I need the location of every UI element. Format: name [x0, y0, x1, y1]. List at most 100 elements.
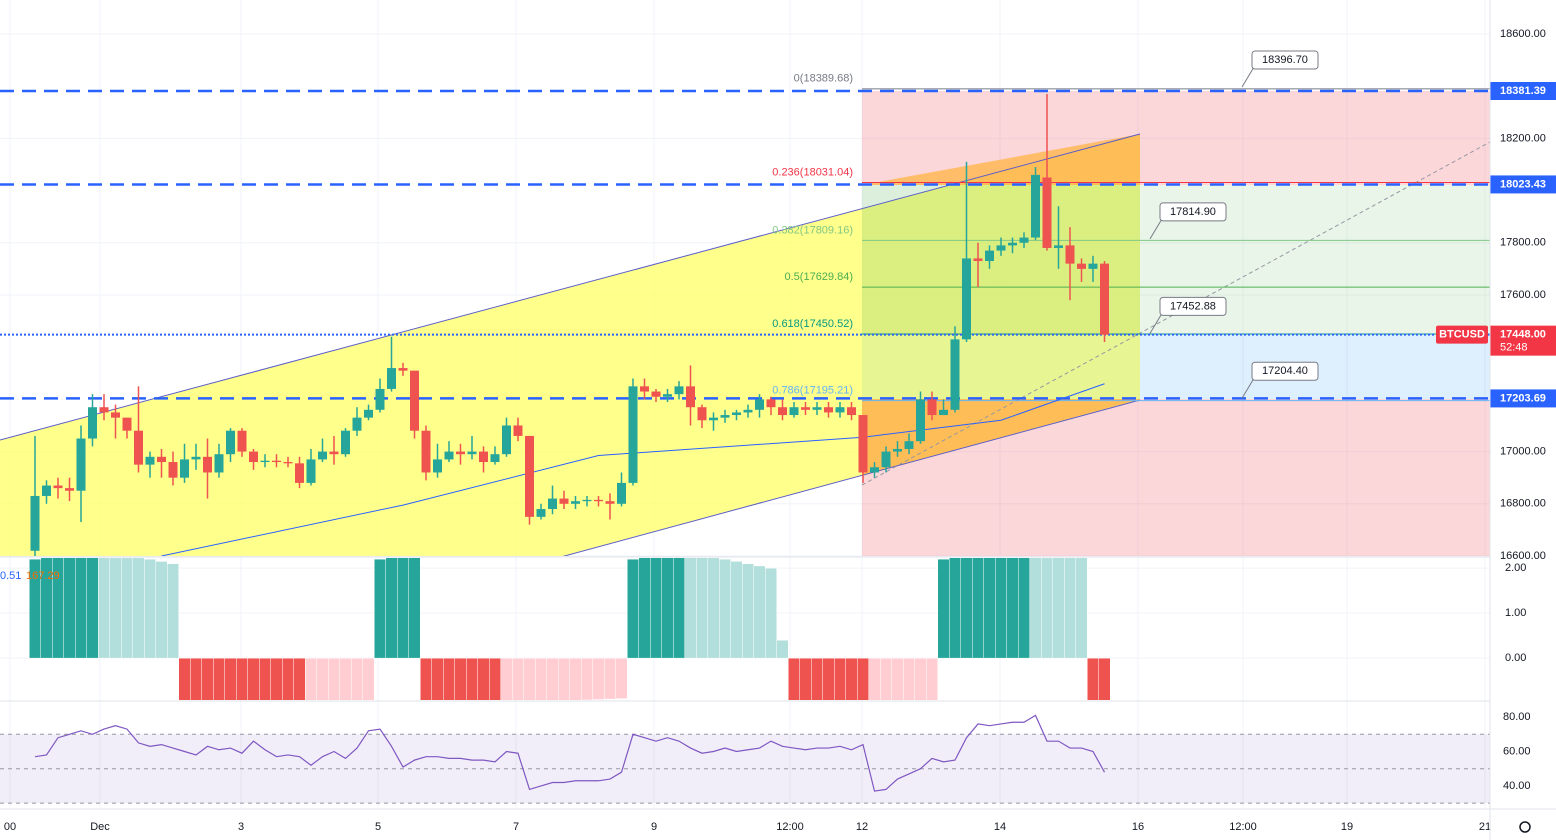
candle-body: [628, 386, 638, 483]
histogram-bar: [109, 558, 122, 659]
indicator-readout: 0.51: [0, 570, 21, 582]
histogram-bar: [673, 558, 685, 659]
candle-body: [743, 409, 753, 413]
candle-body: [283, 462, 293, 464]
histogram-bar: [822, 657, 835, 700]
histogram-bar: [604, 657, 616, 700]
x-tick-label: 19: [1341, 821, 1353, 833]
candle-body: [686, 386, 695, 408]
histogram-bar: [236, 657, 248, 700]
candle-body: [559, 498, 569, 504]
histogram-bar: [420, 657, 432, 700]
histogram-bar: [339, 657, 352, 700]
callout-box: [1159, 202, 1227, 222]
candle-body: [456, 451, 465, 455]
candle-body: [881, 451, 891, 468]
candle-body: [1042, 177, 1052, 248]
histogram-bar: [362, 657, 375, 700]
histogram-bar: [615, 657, 628, 699]
histogram-bar: [270, 657, 283, 700]
histogram-bar: [213, 657, 225, 700]
x-tick-label: 9: [651, 821, 657, 833]
candle-body: [272, 460, 281, 463]
y-tick-label: 80.00: [1503, 711, 1531, 723]
y-tick-label: 18600.00: [1500, 28, 1546, 40]
candle-body: [594, 499, 603, 502]
histogram-bar: [408, 558, 421, 659]
candle-body: [766, 399, 776, 408]
histogram-bar: [1064, 558, 1076, 659]
candle-body: [145, 456, 155, 465]
candle-body: [502, 425, 511, 455]
histogram-bar: [385, 558, 398, 659]
candle-body: [651, 391, 661, 397]
candle-body: [1054, 245, 1063, 248]
fib-zone: [862, 335, 1140, 399]
histogram-bar: [937, 558, 950, 659]
candle-body: [605, 501, 615, 504]
price-label: 18381.39: [1500, 85, 1546, 97]
candle-body: [996, 245, 1006, 251]
histogram-bar: [742, 563, 754, 659]
candle-body: [341, 430, 350, 455]
candle-body: [42, 485, 51, 496]
histogram-bar: [63, 558, 76, 659]
x-tick-label: 12: [856, 821, 868, 833]
callout-pointer: [1149, 313, 1163, 334]
candle-body: [237, 430, 247, 452]
candle-body: [824, 407, 833, 413]
histogram-bar: [765, 567, 777, 659]
moving-average: [161, 383, 1105, 556]
indicator-readout: 167.29: [26, 570, 60, 582]
price-label: 17203.69: [1500, 392, 1546, 404]
countdown: 52:48: [1500, 342, 1528, 354]
last-price-bg: [1490, 325, 1556, 356]
candle-body: [789, 407, 799, 416]
histogram-bar: [1098, 657, 1111, 700]
candle-body: [306, 459, 316, 483]
candle-body: [1100, 263, 1109, 335]
histogram-bar: [592, 657, 605, 700]
candle-body: [76, 438, 86, 491]
y-tick-label: 40.00: [1503, 780, 1531, 792]
price-label-bg: [1490, 175, 1556, 194]
histogram-bar: [834, 657, 846, 700]
histogram-bar: [776, 639, 789, 659]
histogram-bar: [903, 657, 915, 700]
candle-body: [755, 399, 764, 410]
candle-body: [352, 417, 362, 431]
callout-label: 18396.70: [1262, 54, 1308, 66]
histogram-bar: [845, 657, 858, 700]
candle-body: [226, 430, 235, 455]
candle-body: [1008, 242, 1017, 246]
y-tick-label: 17800.00: [1500, 237, 1546, 249]
zone-orange: [862, 134, 1140, 185]
histogram-bar: [1041, 558, 1053, 659]
y-tick-label: 2.00: [1505, 562, 1526, 574]
callout-box: [1251, 50, 1319, 70]
candle-body: [916, 399, 925, 442]
candle-body: [249, 451, 258, 463]
histogram-bar: [477, 657, 490, 700]
histogram-bar: [1006, 558, 1019, 659]
candle-body: [548, 498, 557, 510]
callout-pointer: [1149, 218, 1163, 240]
candle-body: [122, 417, 132, 431]
histogram-bar: [650, 558, 662, 659]
x-tick-label: 00: [4, 821, 16, 833]
y-tick-label: 0.00: [1505, 652, 1526, 664]
price-label: 18023.43: [1500, 178, 1546, 190]
histogram-bar: [282, 657, 294, 700]
histogram-bar: [627, 558, 639, 659]
histogram-bar: [316, 657, 329, 700]
histogram-bar: [558, 657, 570, 700]
x-tick-label: 12:00: [1229, 821, 1257, 833]
candle-body: [1077, 263, 1086, 269]
callout-label: 17452.88: [1170, 300, 1216, 312]
histogram-bar: [144, 558, 156, 659]
settings-icon[interactable]: [1519, 821, 1531, 833]
histogram-bar: [328, 657, 340, 700]
candle-body: [30, 495, 40, 551]
candle-body: [410, 370, 419, 431]
histogram-bar: [167, 563, 179, 659]
